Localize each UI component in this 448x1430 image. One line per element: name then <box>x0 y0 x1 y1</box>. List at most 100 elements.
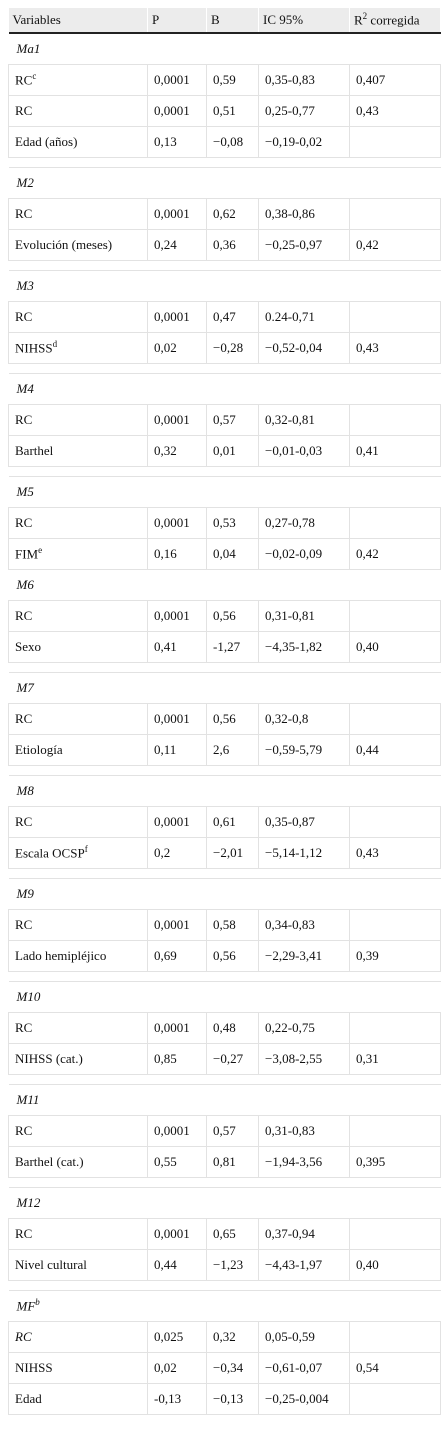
group-title: M7 <box>8 672 441 704</box>
variable-text: NIHSS <box>15 1360 53 1375</box>
data-row: FIMe 0,16 0,04 −0,02-0,09 0,42 <box>8 538 441 570</box>
p-cell: 0,0001 <box>147 806 207 838</box>
spacer-row <box>8 971 441 982</box>
variable-cell: Etiología <box>8 734 148 766</box>
variable-sup: c <box>32 71 37 82</box>
p-cell: 0,41 <box>147 631 207 663</box>
ic-cell: −0,02-0,09 <box>258 538 350 570</box>
b-cell: −0,08 <box>206 126 259 158</box>
variable-cell: Edad (años) <box>8 126 148 158</box>
variable-text: Edad (años) <box>15 134 78 149</box>
variable-cell: Nivel cultural <box>8 1249 148 1281</box>
ic-cell: 0.24-0,71 <box>258 301 350 333</box>
variable-text: RC <box>15 1020 33 1035</box>
variable-text: Barthel <box>15 443 54 458</box>
ic-cell: −1,94-3,56 <box>258 1146 350 1178</box>
group-title-text: M6 <box>16 577 34 592</box>
spacer-row <box>8 765 441 776</box>
b-cell: 0,36 <box>206 229 259 261</box>
group-title-row: M5 <box>8 476 441 508</box>
p-cell: 0,55 <box>147 1146 207 1178</box>
group-title-text: Ma1 <box>16 41 41 56</box>
p-cell: 0,0001 <box>147 1218 207 1250</box>
variable-sup: e <box>38 545 43 556</box>
group-title-row: M10 <box>8 981 441 1013</box>
b-cell: 0,62 <box>206 198 259 230</box>
data-row: NIHSSd 0,02 −0,28 −0,52-0,04 0,43 <box>8 332 441 364</box>
variable-cell: Escala OCSPf <box>8 837 148 869</box>
data-row: RC 0,0001 0,51 0,25-0,77 0,43 <box>8 95 441 127</box>
group-title: M5 <box>8 476 441 508</box>
data-row: RC 0,0001 0,57 0,32-0,81 <box>8 404 441 436</box>
ic-cell: −0,25-0,004 <box>258 1383 350 1415</box>
group-title: M10 <box>8 981 441 1013</box>
empty-cell <box>349 507 441 539</box>
group-title-text: M8 <box>16 783 34 798</box>
group-title-row: M9 <box>8 878 441 910</box>
ic-cell: 0,32-0,81 <box>258 404 350 436</box>
variable-cell: RC <box>8 1321 148 1353</box>
variable-text: RC <box>15 309 33 324</box>
spacer <box>8 466 441 477</box>
p-cell: 0,0001 <box>147 507 207 539</box>
data-row: Nivel cultural 0,44 −1,23 −4,43-1,97 0,40 <box>8 1249 441 1281</box>
variable-text: NIHSS <box>15 340 53 356</box>
variable-text: RC <box>15 1329 32 1344</box>
variable-text: RC <box>15 711 33 726</box>
variable-text: Edad <box>15 1391 42 1406</box>
group-title-text: M5 <box>16 484 34 499</box>
variable-text: Barthel (cat.) <box>15 1154 84 1169</box>
b-cell: 0,48 <box>206 1012 259 1044</box>
p-cell: 0,0001 <box>147 404 207 436</box>
group-title-text: M11 <box>16 1092 40 1107</box>
group-title: M3 <box>8 270 441 302</box>
group-title-text: MF <box>16 1298 36 1314</box>
variable-sup: f <box>84 844 88 855</box>
variable-text: FIM <box>15 546 39 562</box>
b-cell: 0,58 <box>206 909 259 941</box>
data-row: Edad (años) 0,13 −0,08 −0,19-0,02 <box>8 126 441 158</box>
header-text: corregida <box>367 12 420 28</box>
p-cell: 0,0001 <box>147 1012 207 1044</box>
ic-cell: 0,27-0,78 <box>258 507 350 539</box>
group-title-row: M12 <box>8 1187 441 1219</box>
data-row: RC 0,0001 0,65 0,37-0,94 <box>8 1218 441 1250</box>
r2-cell: 0,41 <box>349 435 441 467</box>
variable-text: RC <box>15 103 33 118</box>
b-cell: 0,53 <box>206 507 259 539</box>
table-body: Ma1 RCc 0,0001 0,59 0,35-0,83 0,407 RC 0,0001 0,… <box>8 33 441 1415</box>
variable-text: RC <box>15 608 33 623</box>
header-cell: IC 95% <box>258 8 350 34</box>
group-title-text: M12 <box>16 1195 41 1210</box>
variable-text: RC <box>15 917 33 932</box>
ic-cell: 0,37-0,94 <box>258 1218 350 1250</box>
spacer <box>8 1280 441 1291</box>
ic-cell: −5,14-1,12 <box>258 837 350 869</box>
b-cell: 0,57 <box>206 1115 259 1147</box>
data-row: RC 0,0001 0,58 0,34-0,83 <box>8 909 441 941</box>
data-row: NIHSS 0,02 −0,34 −0,61-0,07 0,54 <box>8 1352 441 1384</box>
empty-cell <box>349 1218 441 1250</box>
r2-cell: 0,43 <box>349 837 441 869</box>
ic-cell: 0,05-0,59 <box>258 1321 350 1353</box>
variable-text: RC <box>15 72 33 88</box>
group-title-row: MFb <box>8 1290 441 1322</box>
ic-cell: −0,59-5,79 <box>258 734 350 766</box>
empty-cell <box>349 198 441 230</box>
spacer <box>8 971 441 982</box>
r2-cell: 0,42 <box>349 538 441 570</box>
spacer-row <box>8 157 441 168</box>
b-cell: −2,01 <box>206 837 259 869</box>
p-cell: 0,02 <box>147 332 207 364</box>
r2-cell: 0,44 <box>349 734 441 766</box>
b-cell: 0,81 <box>206 1146 259 1178</box>
ic-cell: −4,35-1,82 <box>258 631 350 663</box>
group-title-row: M6 <box>8 569 441 601</box>
p-cell: 0,85 <box>147 1043 207 1075</box>
group-title-text: M4 <box>16 381 34 396</box>
ic-cell: −4,43-1,97 <box>258 1249 350 1281</box>
spacer <box>8 662 441 673</box>
b-cell: −0,34 <box>206 1352 259 1384</box>
spacer-row <box>8 868 441 879</box>
